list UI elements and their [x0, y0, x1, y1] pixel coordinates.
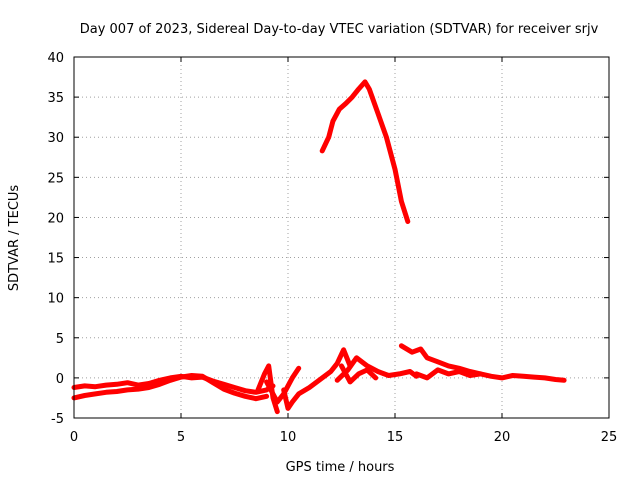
y-tick-label: 25: [47, 171, 64, 186]
series-line-3: [255, 363, 280, 415]
x-tick-label: 25: [601, 430, 618, 445]
y-tick-label: 40: [47, 51, 64, 66]
x-axis-label: GPS time / hours: [286, 460, 395, 475]
x-tick-label: 20: [494, 430, 511, 445]
grid-lines: [74, 57, 609, 418]
x-tick-label: 0: [70, 430, 78, 445]
y-tick-label: 5: [56, 332, 64, 347]
x-tick-label: 5: [177, 430, 185, 445]
series-line-9: [413, 367, 484, 381]
data-series: [71, 79, 567, 415]
series-line-7: [339, 363, 379, 385]
y-tick-label: 30: [47, 131, 64, 146]
y-tick-label: 35: [47, 91, 64, 106]
series-line-6: [334, 355, 419, 383]
x-tick-label: 10: [280, 430, 297, 445]
chart-title: Day 007 of 2023, Sidereal Day-to-day VTE…: [80, 22, 599, 37]
y-tick-label: 20: [47, 211, 64, 226]
series-line-10: [319, 79, 411, 224]
series-line-5: [264, 365, 302, 405]
series-line-2: [71, 373, 270, 402]
plot-frame: [73, 56, 610, 419]
series-line-4: [281, 347, 353, 411]
y-tick-label: 10: [47, 292, 64, 307]
y-tick-label: 0: [56, 372, 64, 387]
x-tick-label: 15: [387, 430, 404, 445]
y-tick-label: 15: [47, 252, 64, 267]
y-axis-label: SDTVAR / TECUs: [7, 185, 22, 292]
axis-ticks: 0 5 10 15 20 25 -5 0 5 10 15 20 25 30 35 40: [47, 51, 617, 445]
y-tick-label: -5: [51, 412, 64, 427]
